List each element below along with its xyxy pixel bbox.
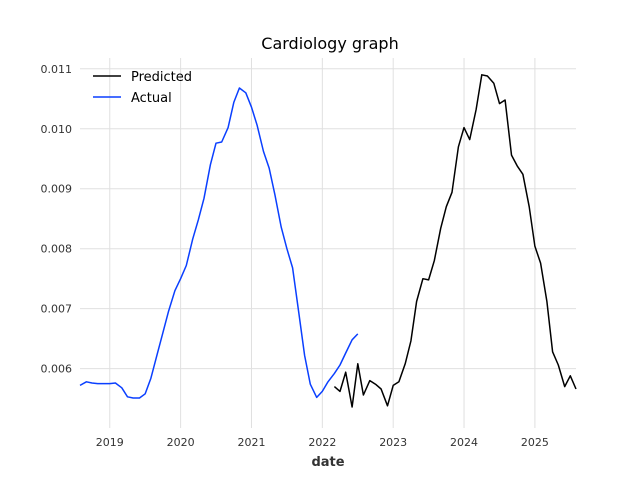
x-tick-label: 2025 xyxy=(521,436,549,449)
tick-labels: 2019 2020 2021 2022 2023 2024 2025 0.006 0.007 0.… xyxy=(41,63,549,449)
grid-lines xyxy=(80,58,576,428)
x-tick-label: 2022 xyxy=(308,436,336,449)
y-tick-label: 0.010 xyxy=(41,123,73,136)
legend-label-actual: Actual xyxy=(131,91,172,106)
x-tick-label: 2021 xyxy=(237,436,265,449)
y-tick-label: 0.007 xyxy=(41,303,73,316)
series-layer xyxy=(79,74,577,408)
chart-title: Cardiology graph xyxy=(261,34,398,53)
y-tick-label: 0.006 xyxy=(41,363,73,376)
series-line-actual xyxy=(79,87,359,399)
x-tick-label: 2019 xyxy=(96,436,124,449)
y-tick-label: 0.008 xyxy=(41,243,73,256)
x-axis-label: date xyxy=(311,455,344,470)
series-line-predicted xyxy=(333,74,577,408)
y-tick-label: 0.011 xyxy=(41,63,73,76)
x-tick-label: 2024 xyxy=(450,436,478,449)
y-tick-label: 0.009 xyxy=(41,183,73,196)
x-tick-label: 2020 xyxy=(167,436,195,449)
legend: Predicted Actual xyxy=(93,70,192,106)
legend-label-predicted: Predicted xyxy=(131,70,192,85)
x-tick-label: 2023 xyxy=(379,436,407,449)
